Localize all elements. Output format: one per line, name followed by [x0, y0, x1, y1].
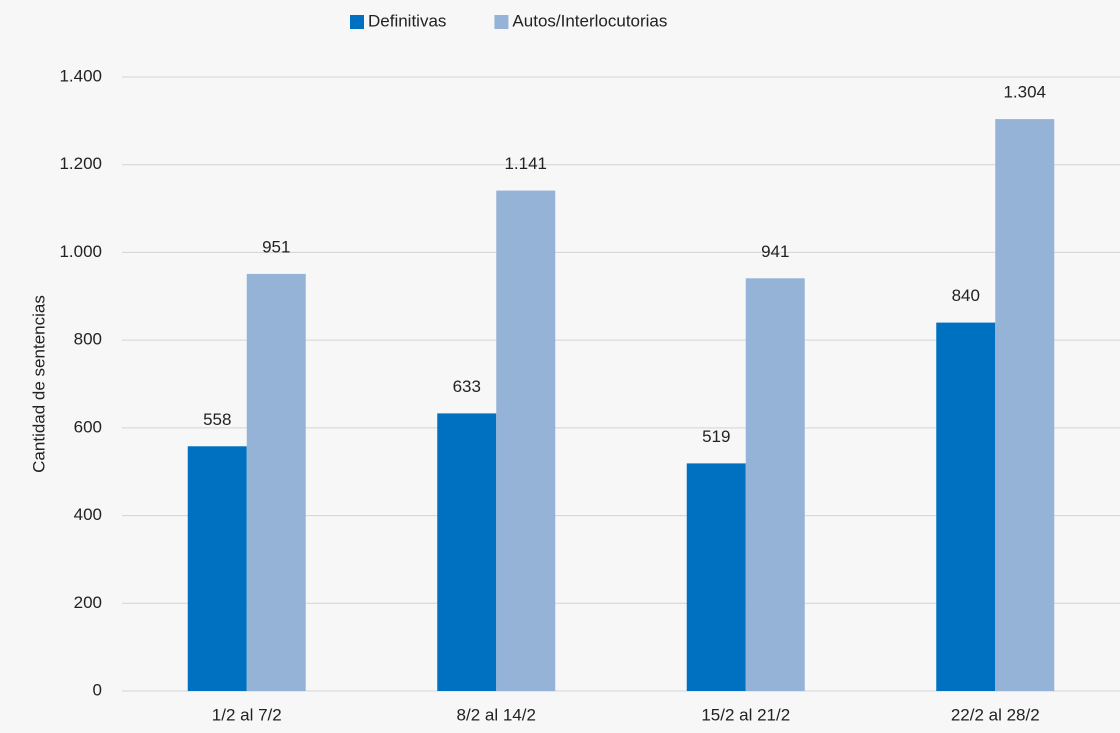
bar: [745, 278, 805, 691]
legend-label: Autos/Interlocutorias: [512, 11, 667, 30]
data-label: 519: [702, 427, 730, 446]
y-tick-label: 200: [74, 593, 102, 612]
y-tick-label: 800: [74, 330, 102, 349]
bar: [496, 190, 556, 691]
y-tick-label: 600: [74, 417, 102, 436]
data-label: 558: [203, 410, 231, 429]
legend-label: Definitivas: [368, 11, 446, 30]
bar: [246, 273, 306, 691]
data-label: 633: [453, 377, 481, 396]
y-tick-label: 1.200: [59, 154, 102, 173]
data-label: 951: [262, 237, 290, 256]
legend-swatch: [494, 15, 509, 29]
data-label: 1.304: [1003, 83, 1046, 102]
bar: [936, 322, 996, 691]
x-tick-label: 22/2 al 28/2: [951, 705, 1040, 724]
bar: [995, 119, 1055, 692]
x-tick-label: 1/2 al 7/2: [212, 705, 282, 724]
y-axis-label: Cantidad de sentencias: [29, 295, 48, 473]
y-tick-label: 1.400: [59, 66, 102, 85]
y-tick-label: 0: [93, 680, 102, 699]
data-label: 1.141: [504, 154, 547, 173]
legend-swatch: [350, 15, 364, 29]
x-tick-label: 15/2 al 21/2: [701, 705, 790, 724]
bar: [187, 446, 247, 691]
x-tick-label: 8/2 al 14/2: [457, 705, 536, 724]
y-tick-label: 1.000: [59, 242, 102, 261]
data-label: 941: [761, 242, 789, 261]
data-label: 840: [952, 286, 980, 305]
bar: [437, 413, 497, 691]
y-tick-label: 400: [74, 505, 102, 524]
bar: [686, 463, 746, 691]
